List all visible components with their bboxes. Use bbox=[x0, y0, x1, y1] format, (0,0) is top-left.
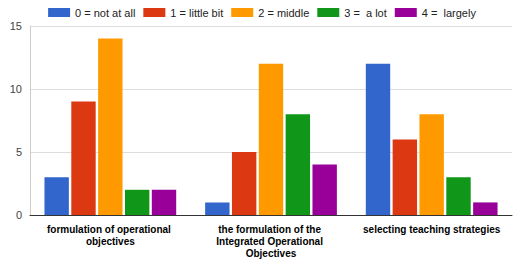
svg-text:formulation of operational: formulation of operational bbox=[47, 224, 174, 235]
svg-text:3 = a lot: 3 = a lot bbox=[344, 7, 387, 19]
svg-text:5: 5 bbox=[16, 146, 22, 158]
svg-text:2 = middle: 2 = middle bbox=[258, 7, 309, 19]
svg-text:15: 15 bbox=[10, 20, 22, 32]
svg-text:selecting teaching strategies: selecting teaching strategies bbox=[363, 224, 501, 235]
svg-text:1 = little bit: 1 = little bit bbox=[170, 7, 223, 19]
svg-text:0 = not at all: 0 = not at all bbox=[75, 7, 135, 19]
svg-text:Objectives: Objectives bbox=[246, 248, 297, 259]
svg-text:10: 10 bbox=[10, 83, 22, 95]
svg-text:4 = largely: 4 = largely bbox=[422, 7, 477, 19]
svg-text:0: 0 bbox=[16, 209, 22, 221]
svg-text:objectives: objectives bbox=[86, 236, 135, 247]
svg-text:Integrated Operational: Integrated Operational bbox=[216, 236, 325, 247]
svg-text:the formulation of the: the formulation of the bbox=[218, 224, 324, 235]
